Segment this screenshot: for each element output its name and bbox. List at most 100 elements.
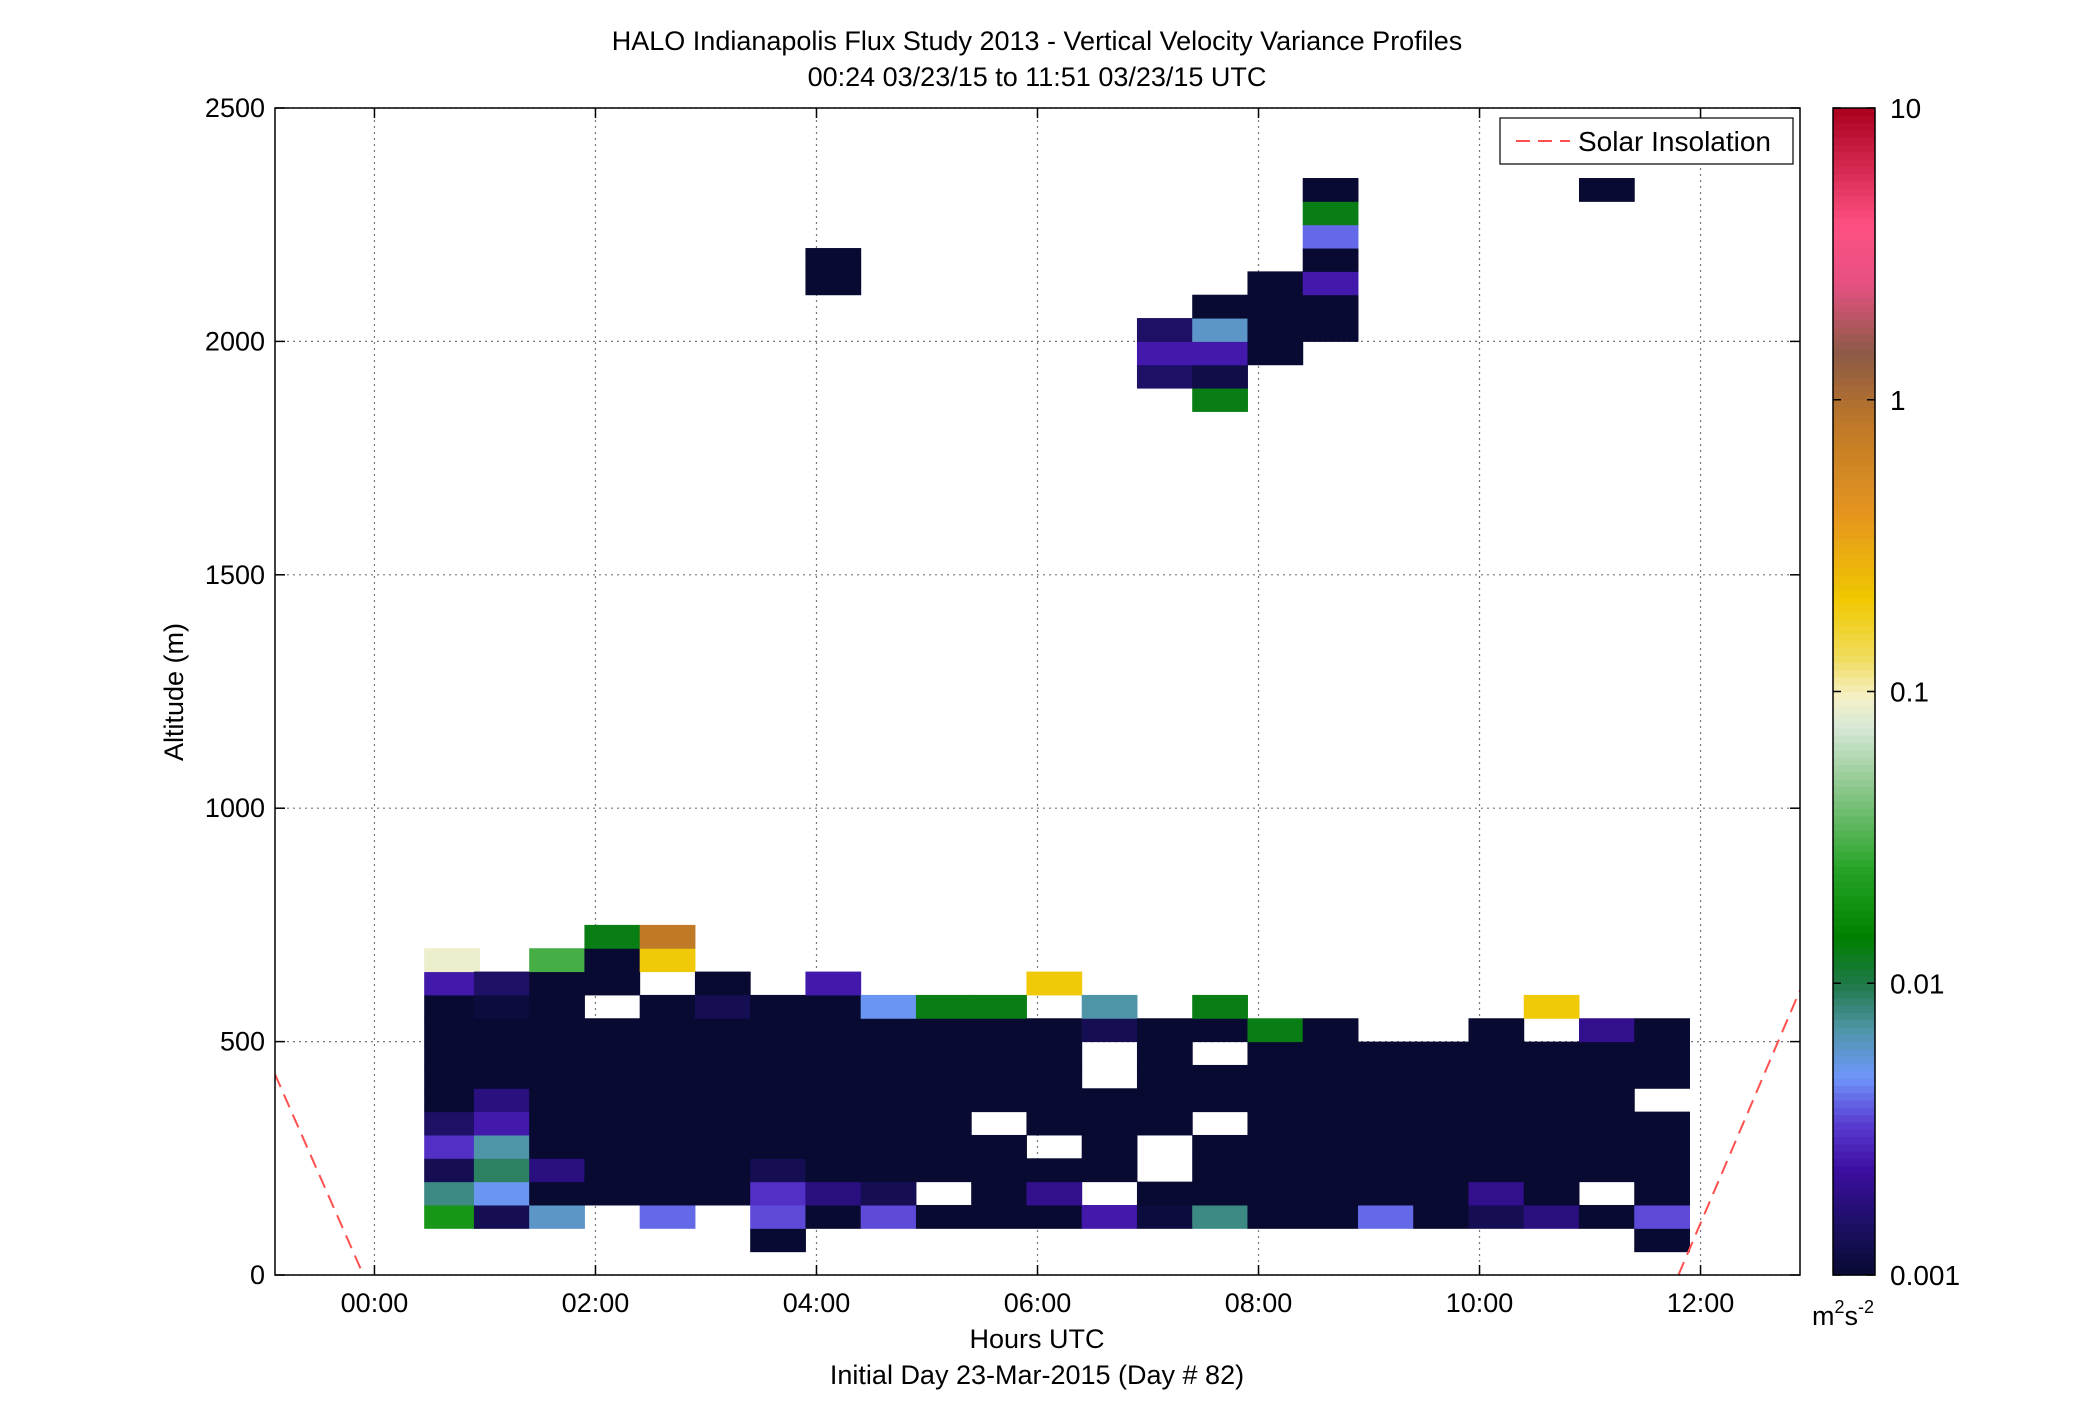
heatmap-cell [424, 1111, 480, 1136]
colorbar-swatch [1833, 377, 1875, 386]
heatmap-cell [1302, 248, 1359, 272]
heatmap-cell [1523, 1158, 1580, 1183]
heatmap-cell [1302, 318, 1359, 342]
heatmap-cell [805, 994, 862, 1019]
heatmap-cell [1192, 994, 1248, 1019]
colorbar-swatch [1833, 713, 1875, 722]
heatmap-cell [1634, 1041, 1690, 1066]
colorbar-swatch [1833, 1253, 1875, 1262]
heatmap-cell [639, 924, 696, 949]
colorbar-swatch [1833, 779, 1875, 787]
colorbar-swatch [1833, 742, 1875, 751]
colorbar-swatch [1833, 910, 1875, 919]
y-tick-label: 1500 [205, 560, 265, 590]
heatmap-cell [1302, 224, 1359, 249]
colorbar-swatch [1833, 436, 1875, 445]
colorbar-swatch [1833, 567, 1875, 576]
heatmap-cell [971, 1204, 1027, 1229]
colorbar-swatch [1833, 458, 1875, 466]
colorbar-swatch [1833, 1245, 1875, 1254]
heatmap-cell [1634, 1181, 1690, 1206]
heatmap-cell [694, 1088, 751, 1113]
colorbar-swatch [1833, 501, 1875, 510]
colorbar-swatch [1833, 582, 1875, 590]
heatmap-cell [860, 1088, 917, 1113]
heatmap-cell [1468, 1064, 1525, 1089]
colorbar-tick-label: 1 [1890, 385, 1906, 416]
colorbar-swatch [1833, 465, 1875, 474]
heatmap-cell [750, 1181, 806, 1206]
colorbar-swatch [1833, 808, 1875, 817]
colorbar-swatch [1833, 531, 1875, 539]
heatmap-cell [1634, 1204, 1690, 1229]
heatmap-cell [1081, 1088, 1138, 1113]
colorbar-swatch [1833, 122, 1875, 131]
colorbar-swatch [1833, 640, 1875, 649]
heatmap-cell [424, 971, 480, 996]
colorbar-swatch [1833, 261, 1875, 270]
heatmap-cell [473, 1111, 530, 1136]
heatmap-cell [529, 1064, 585, 1089]
heatmap-cell [1302, 1181, 1359, 1206]
heatmap-cell [1413, 1158, 1469, 1183]
heatmap-cell [750, 1111, 806, 1136]
heatmap-cell [639, 948, 696, 973]
colorbar-swatch [1833, 757, 1875, 766]
heatmap-cell [1026, 1064, 1083, 1089]
heatmap-cell [1026, 1088, 1083, 1113]
heatmap-cell [1578, 1158, 1635, 1183]
colorbar-swatch [1833, 822, 1875, 831]
colorbar-swatch [1833, 304, 1875, 313]
colorbar-swatch [1833, 851, 1875, 860]
colorbar-swatch [1833, 1136, 1875, 1145]
heatmap-cell [1081, 1134, 1138, 1159]
heatmap-cell [473, 1041, 530, 1066]
heatmap-cell [529, 1204, 585, 1229]
heatmap-cell [1192, 388, 1248, 412]
heatmap-cell [1192, 364, 1248, 389]
heatmap-cell [424, 1204, 480, 1229]
heatmap-cell [860, 994, 917, 1019]
colorbar-swatch [1833, 1107, 1875, 1116]
colorbar-swatch [1833, 1070, 1875, 1079]
colorbar-swatch [1833, 319, 1875, 328]
heatmap-cell [750, 1088, 806, 1113]
solar-insolation-line [1677, 989, 1800, 1275]
heatmap-cell [1357, 1134, 1414, 1159]
heatmap-cell [694, 1158, 751, 1183]
heatmap-cell [584, 1018, 641, 1043]
heatmap-cell [860, 1158, 917, 1183]
heatmap-cell [750, 994, 806, 1019]
heatmap-cell [473, 1018, 530, 1043]
colorbar-swatch [1833, 239, 1875, 248]
heatmap-cell [639, 994, 696, 1019]
heatmap-cell [424, 1088, 480, 1113]
chart-title: HALO Indianapolis Flux Study 2013 - Vert… [612, 26, 1462, 56]
y-tick-label: 1000 [205, 793, 265, 823]
heatmap-cell [971, 994, 1027, 1019]
heatmap-cell [1136, 1088, 1193, 1113]
colorbar-swatch [1833, 618, 1875, 627]
y-tick-label: 2500 [205, 93, 265, 123]
heatmap-cell [1247, 1204, 1304, 1229]
colorbar-swatch [1833, 173, 1875, 182]
colorbar-tick-label: 0.001 [1890, 1260, 1960, 1291]
heatmap-cell [1302, 1088, 1359, 1113]
colorbar [1833, 108, 1875, 1276]
heatmap-cell [915, 1041, 972, 1066]
y-axis-ticks: 0 500 1000 1500 2000 2500 [205, 93, 1800, 1290]
heatmap-cell [1523, 1064, 1580, 1089]
heatmap-cell [1523, 994, 1580, 1019]
colorbar-swatch [1833, 560, 1875, 569]
heatmap-cell [1247, 1064, 1304, 1089]
colorbar-swatch [1833, 246, 1875, 255]
heatmap-cell [1026, 1111, 1083, 1136]
colorbar-swatch [1833, 392, 1875, 401]
heatmap-cell [584, 1158, 641, 1183]
colorbar-swatch [1833, 399, 1875, 408]
colorbar-swatch [1833, 1231, 1875, 1240]
heatmap-cell [1413, 1088, 1469, 1113]
heatmap-cell [1247, 1111, 1304, 1136]
heatmap-cell [639, 1134, 696, 1159]
